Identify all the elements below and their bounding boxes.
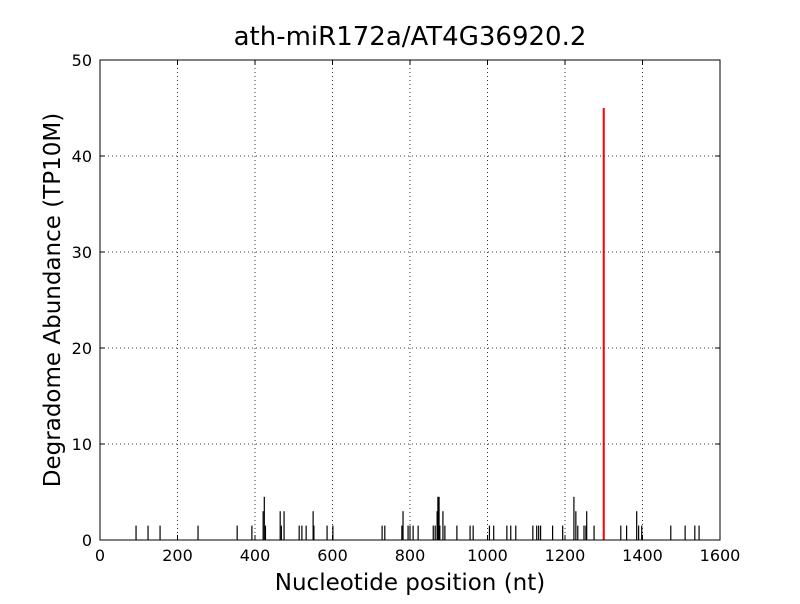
y-axis-label: Degradome Abundance (TP10M) [40,113,66,487]
x-tick-label: 0 [95,546,105,565]
x-tick-label: 400 [240,546,271,565]
x-tick-label: 600 [317,546,348,565]
y-tick-label: 30 [72,243,92,262]
x-tick-label: 1600 [700,546,741,565]
x-tick-label: 200 [162,546,193,565]
x-tick-label: 1000 [467,546,508,565]
y-tick-label: 50 [72,51,92,70]
y-tick-label: 0 [82,531,92,550]
plot-frame [99,59,721,541]
y-tick-label: 40 [72,147,92,166]
chart-title: ath-miR172a/AT4G36920.2 [234,22,587,52]
y-tick-label: 10 [72,435,92,454]
x-tick-label: 1400 [622,546,663,565]
x-axis-label: Nucleotide position (nt) [275,570,545,596]
x-tick-label: 1200 [545,546,586,565]
y-tick-label: 20 [72,339,92,358]
x-tick-label: 800 [395,546,426,565]
